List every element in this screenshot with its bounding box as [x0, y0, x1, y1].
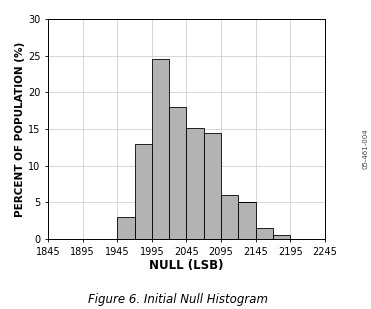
Y-axis label: PERCENT OF POPULATION (%): PERCENT OF POPULATION (%) — [15, 41, 25, 217]
Bar — [204, 133, 221, 239]
Bar — [187, 128, 204, 239]
Bar — [221, 195, 239, 239]
Text: 05-461-004: 05-461-004 — [362, 128, 368, 169]
Bar — [256, 228, 273, 239]
Bar — [169, 107, 187, 239]
Bar — [239, 202, 256, 239]
Text: Figure 6. Initial Null Histogram: Figure 6. Initial Null Histogram — [88, 293, 268, 306]
X-axis label: NULL (LSB): NULL (LSB) — [149, 259, 224, 272]
Bar — [152, 59, 169, 239]
Bar — [117, 217, 135, 239]
Bar — [135, 144, 152, 239]
Bar — [239, 202, 256, 203]
Bar — [273, 235, 290, 239]
